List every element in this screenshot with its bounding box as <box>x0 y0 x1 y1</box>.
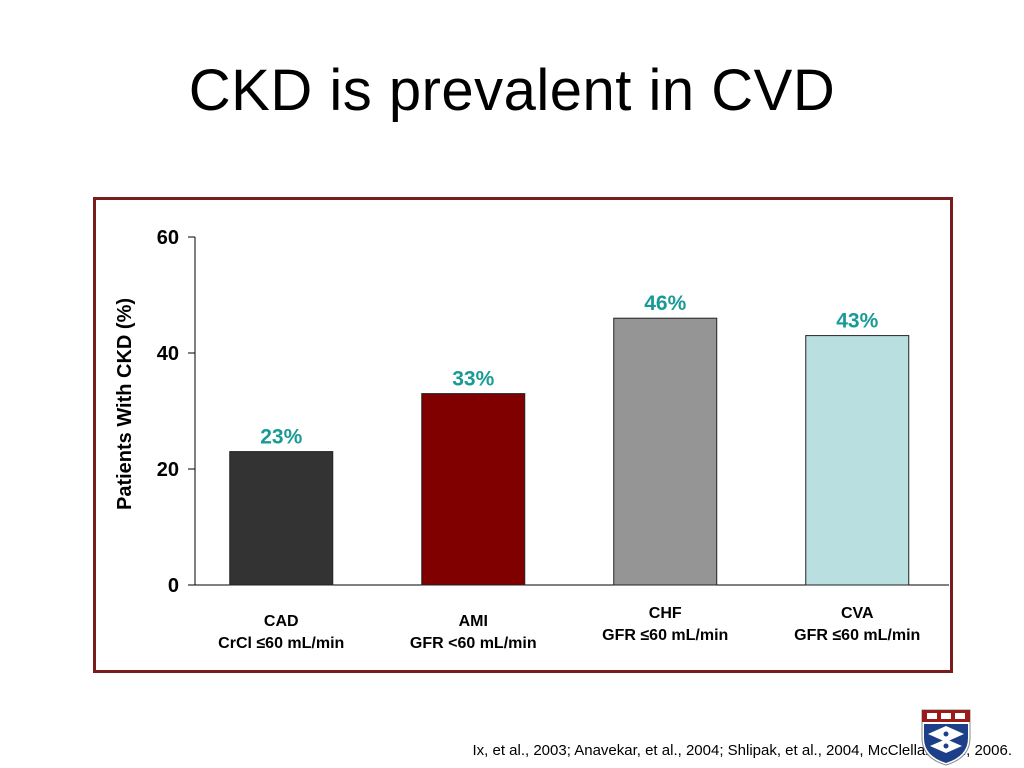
x-category-criterion: GFR <60 mL/min <box>410 635 537 652</box>
data-label: 43% <box>836 310 878 333</box>
x-category-label: CHF <box>649 605 682 622</box>
university-shield-logo <box>921 709 971 766</box>
x-category-criterion: GFR ≤60 mL/min <box>794 627 920 644</box>
slide-title: CKD is prevalent in CVD <box>188 58 836 123</box>
y-tick-label: 0 <box>168 575 179 597</box>
bar-cva <box>805 335 910 586</box>
bar-chf <box>613 317 718 586</box>
x-category-label: CAD <box>264 613 299 630</box>
y-tick-label: 60 <box>157 227 179 249</box>
data-label: 23% <box>260 426 302 449</box>
x-category-criterion: GFR ≤60 mL/min <box>602 627 728 644</box>
chart-frame: 0 20 40 60 Patients With CKD (%) 23% CAD CrCl ≤… <box>93 197 953 673</box>
y-tick-label: 40 <box>157 343 179 365</box>
bar-cad <box>229 451 334 586</box>
y-tick-label: 20 <box>157 459 179 481</box>
citation-footnote: Ix, et al., 2003; Anavekar, et al., 2004… <box>472 742 1012 759</box>
data-label: 33% <box>452 368 494 391</box>
x-category-criterion: CrCl ≤60 mL/min <box>218 635 344 652</box>
x-category-label: AMI <box>459 613 488 630</box>
bar-chart: 0 20 40 60 Patients With CKD (%) 23% CAD CrCl ≤… <box>114 227 949 652</box>
x-category-label: CVA <box>841 605 874 622</box>
data-label: 46% <box>644 292 686 315</box>
y-axis-title: Patients With CKD (%) <box>114 298 136 510</box>
bar-ami <box>421 393 526 586</box>
